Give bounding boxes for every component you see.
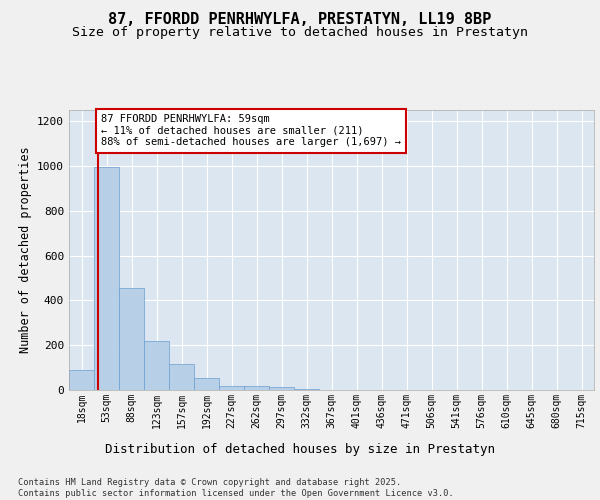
Text: 87 FFORDD PENRHWYLFA: 59sqm
← 11% of detached houses are smaller (211)
88% of se: 87 FFORDD PENRHWYLFA: 59sqm ← 11% of det… bbox=[101, 114, 401, 148]
Bar bbox=[244, 386, 269, 390]
Text: Contains HM Land Registry data © Crown copyright and database right 2025.
Contai: Contains HM Land Registry data © Crown c… bbox=[18, 478, 454, 498]
Text: Distribution of detached houses by size in Prestatyn: Distribution of detached houses by size … bbox=[105, 442, 495, 456]
Y-axis label: Number of detached properties: Number of detached properties bbox=[19, 146, 32, 354]
Bar bbox=[269, 388, 294, 390]
Bar bbox=[69, 370, 94, 390]
Bar bbox=[169, 364, 194, 390]
Bar bbox=[94, 167, 119, 390]
Bar bbox=[294, 389, 319, 390]
Text: Size of property relative to detached houses in Prestatyn: Size of property relative to detached ho… bbox=[72, 26, 528, 39]
Bar bbox=[219, 386, 244, 390]
Bar bbox=[144, 340, 169, 390]
Bar bbox=[119, 288, 144, 390]
Text: 87, FFORDD PENRHWYLFA, PRESTATYN, LL19 8BP: 87, FFORDD PENRHWYLFA, PRESTATYN, LL19 8… bbox=[109, 12, 491, 28]
Bar bbox=[194, 378, 219, 390]
